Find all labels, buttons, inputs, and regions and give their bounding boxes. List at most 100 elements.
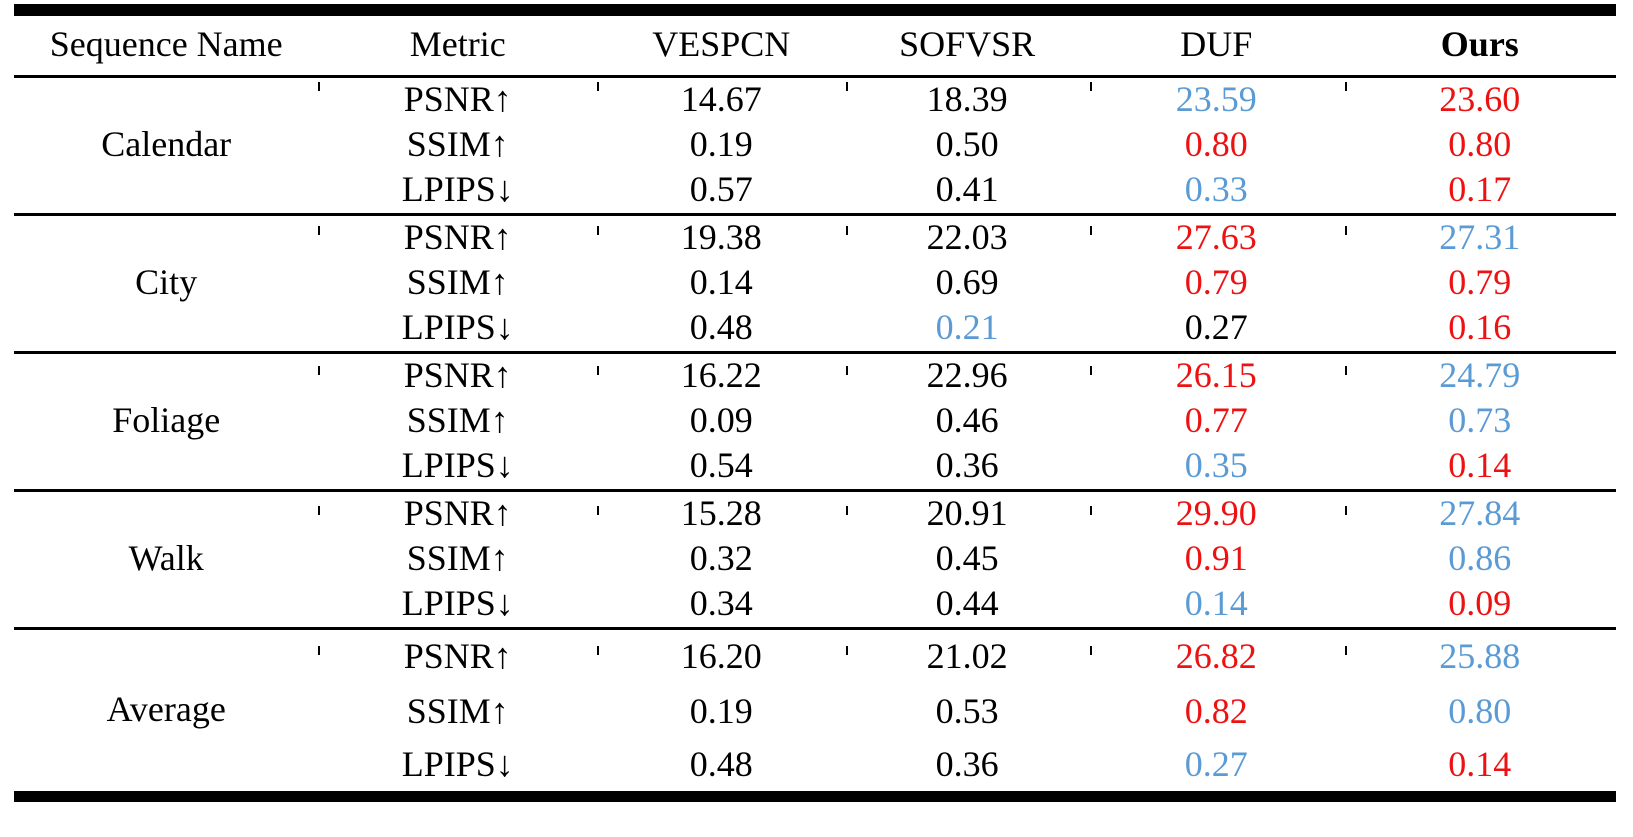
column-header-ours: Ours [1343, 10, 1616, 78]
metric-cell: LPIPS↓ [401, 445, 514, 486]
value-cell: 0.80 [1448, 691, 1512, 732]
column-rule-tick [1345, 82, 1347, 91]
table-row: SSIM↑ 0.19 0.50 0.80 0.80 [14, 122, 1616, 168]
table-row: LPIPS↓ 0.48 0.36 0.27 0.14 [14, 740, 1616, 796]
column-header-sofvsr: SOFVSR [845, 10, 1089, 78]
sequence-name-cell: Foliage [14, 350, 319, 490]
metric-cell: PSNR↑ [318, 350, 598, 398]
table-row: City PSNR↑ 19.38 22.03 27.63 27.31 [14, 212, 1616, 352]
value-cell: 26.15 [1088, 350, 1344, 398]
value-cell: 0.79 [1448, 262, 1512, 303]
column-rule-tick [597, 646, 599, 655]
column-rule-tick [1345, 506, 1347, 515]
value-cell: 0.80 [1184, 124, 1248, 165]
metric-cell: SSIM↑ [406, 400, 509, 441]
results-table: Sequence Name Metric VESPCN SOFVSR DUF O… [14, 4, 1616, 802]
value-cell: 16.22 [597, 350, 846, 398]
value-cell: 16.20 [597, 626, 846, 684]
column-rule-tick [1345, 646, 1347, 655]
value-cell: 0.34 [689, 583, 753, 624]
value-cell: 0.45 [935, 538, 999, 579]
value-cell: 26.82 [1088, 626, 1344, 684]
value-cell: 20.91 [845, 488, 1089, 536]
column-rule-tick [1090, 366, 1092, 375]
column-rule-tick [318, 646, 320, 655]
value-cell: 19.38 [597, 212, 846, 260]
metric-cell: PSNR↑ [403, 78, 512, 119]
value-cell: 0.17 [1448, 169, 1512, 210]
column-rule-tick [318, 506, 320, 515]
table-row: LPIPS↓ 0.57 0.41 0.33 0.17 [14, 168, 1616, 214]
table-row: SSIM↑ 0.32 0.45 0.91 0.86 [14, 536, 1616, 582]
value-cell: 0.16 [1448, 307, 1512, 348]
value-cell: 0.41 [935, 169, 999, 210]
value-cell: 0.91 [1184, 538, 1248, 579]
metric-cell: LPIPS↓ [401, 583, 514, 624]
column-rule-tick [1090, 506, 1092, 515]
column-rule-tick [1090, 646, 1092, 655]
value-cell: 0.21 [935, 307, 999, 348]
metric-cell: PSNR↑ [318, 626, 598, 684]
value-cell: 0.27 [1184, 307, 1248, 348]
value-cell: 0.33 [1184, 169, 1248, 210]
column-rule-tick [1090, 82, 1092, 91]
metric-cell: PSNR↑ [318, 212, 598, 260]
value-cell: 27.63 [1088, 212, 1344, 260]
column-rule-tick [597, 506, 599, 515]
column-rule-tick [1345, 226, 1347, 235]
column-header-vespcn: VESPCN [597, 10, 846, 78]
value-cell: 0.19 [689, 124, 753, 165]
metric-cell: SSIM↑ [406, 262, 509, 303]
value-cell: 0.48 [689, 307, 753, 348]
metric-cell: PSNR↑ [318, 488, 598, 536]
value-cell: 21.02 [845, 626, 1089, 684]
value-cell: 0.82 [1184, 691, 1248, 732]
metric-cell: SSIM↑ [406, 538, 509, 579]
value-cell: 0.14 [689, 262, 753, 303]
value-cell: 0.50 [935, 124, 999, 165]
metric-cell: LPIPS↓ [401, 169, 514, 210]
table-row: Average PSNR↑ 16.20 21.02 26.82 25.88 [14, 626, 1616, 796]
table-row: SSIM↑ 0.09 0.46 0.77 0.73 [14, 398, 1616, 444]
column-rule-tick [846, 82, 848, 91]
table-row: LPIPS↓ 0.48 0.21 0.27 0.16 [14, 306, 1616, 352]
column-rule-tick [597, 226, 599, 235]
value-cell: 0.46 [935, 400, 999, 441]
column-header-metric: Metric [318, 10, 598, 78]
value-cell: 0.86 [1448, 538, 1512, 579]
header-row: Sequence Name Metric VESPCN SOFVSR DUF O… [14, 10, 1616, 78]
column-rule-tick [318, 82, 320, 91]
value-cell: 0.09 [689, 400, 753, 441]
value-cell: 27.31 [1343, 212, 1616, 260]
value-cell: 0.35 [1184, 445, 1248, 486]
metric-cell: LPIPS↓ [401, 307, 514, 348]
table-row: LPIPS↓ 0.34 0.44 0.14 0.09 [14, 582, 1616, 628]
value-cell: 0.44 [935, 583, 999, 624]
column-rule-tick [1090, 226, 1092, 235]
value-cell: 25.88 [1343, 626, 1616, 684]
value-cell: 0.53 [935, 691, 999, 732]
column-rule-tick [1345, 366, 1347, 375]
value-cell: 0.36 [935, 744, 999, 785]
value-cell: 0.80 [1448, 124, 1512, 165]
table-row: SSIM↑ 0.19 0.53 0.82 0.80 [14, 684, 1616, 740]
column-rule-tick [846, 506, 848, 515]
value-cell: 23.59 [1175, 78, 1257, 119]
value-cell: 0.14 [1448, 744, 1512, 785]
value-cell: 0.54 [689, 445, 753, 486]
table-row: Calendar PSNR↑ 14.67 18.39 23.59 23.60 [14, 76, 1616, 164]
value-cell: 29.90 [1088, 488, 1344, 536]
column-rule-tick [597, 366, 599, 375]
table-row: SSIM↑ 0.14 0.69 0.79 0.79 [14, 260, 1616, 306]
value-cell: 0.27 [1184, 744, 1248, 785]
value-cell: 0.77 [1184, 400, 1248, 441]
value-cell: 0.14 [1448, 445, 1512, 486]
value-cell: 0.14 [1184, 583, 1248, 624]
column-rule-tick [318, 226, 320, 235]
metric-cell: LPIPS↓ [401, 744, 514, 785]
value-cell: 0.09 [1448, 583, 1512, 624]
value-cell: 0.69 [935, 262, 999, 303]
sequence-name-cell: Calendar [101, 124, 232, 165]
column-header-sequence-name: Sequence Name [14, 10, 319, 78]
